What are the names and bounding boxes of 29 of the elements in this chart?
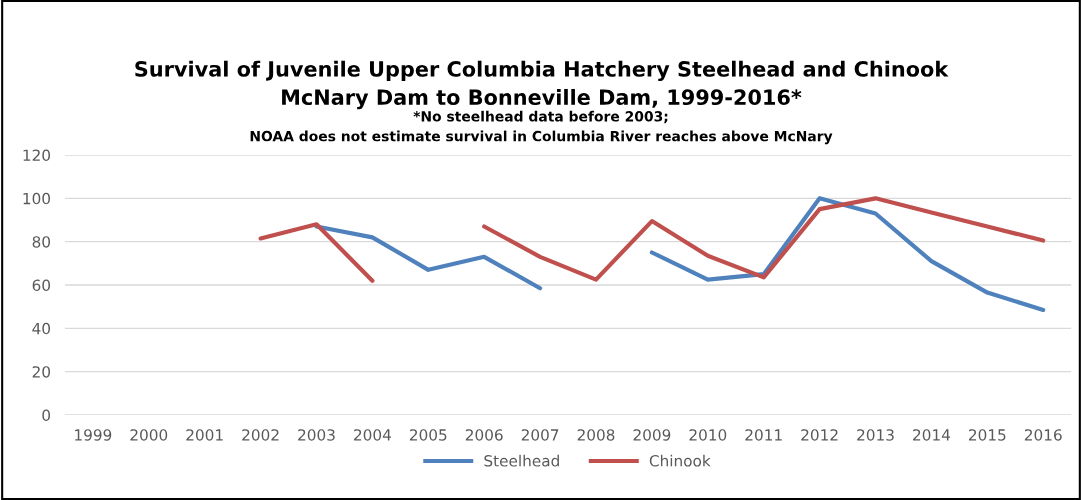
x-tick-label: 2011: [745, 429, 782, 441]
x-tick-label: 2009: [633, 429, 671, 441]
chart-subtitle: *No steelhead data before 2003; NOAA does not estimate survival in Columbia River reaches above McNary: [250, 110, 833, 145]
y-tick-label: 120: [23, 149, 51, 162]
x-tick-label: 2010: [689, 429, 727, 441]
x-tick-label: 2001: [186, 429, 223, 441]
x-tick-label: 2008: [577, 429, 615, 441]
x-tick-label: 2014: [913, 429, 950, 441]
x-tick-label: 2004: [354, 429, 391, 441]
y-tick-label: 40: [32, 322, 51, 335]
x-tick-label: 2002: [242, 429, 279, 441]
x-tick-label: 2003: [298, 429, 335, 441]
y-tick-label: 20: [32, 366, 51, 378]
x-tick-label: 1999: [75, 429, 112, 441]
y-tick-label: 100: [23, 192, 51, 205]
legend-label: Chinook: [649, 454, 711, 467]
x-tick-label: 2016: [1024, 429, 1062, 441]
y-tick-label: 80: [32, 236, 51, 248]
x-tick-label: 2007: [521, 429, 559, 441]
x-tick-label: 2012: [801, 429, 838, 441]
x-tick-label: 2015: [969, 429, 1006, 441]
chart-title: Survival of Juvenile Upper Columbia Hatchery Steelhead and Chinook McNary Dam to Bonneville Dam, 1999-2016*: [135, 60, 949, 110]
x-tick-label: 2013: [857, 429, 894, 441]
y-tick-label: 60: [32, 279, 51, 292]
legend-label: Steelhead: [484, 454, 559, 467]
x-tick-label: 2006: [465, 429, 503, 441]
x-tick-label: 2005: [409, 429, 447, 441]
x-tick-label: 2000: [130, 429, 168, 441]
y-tick-label: 0: [42, 409, 51, 422]
